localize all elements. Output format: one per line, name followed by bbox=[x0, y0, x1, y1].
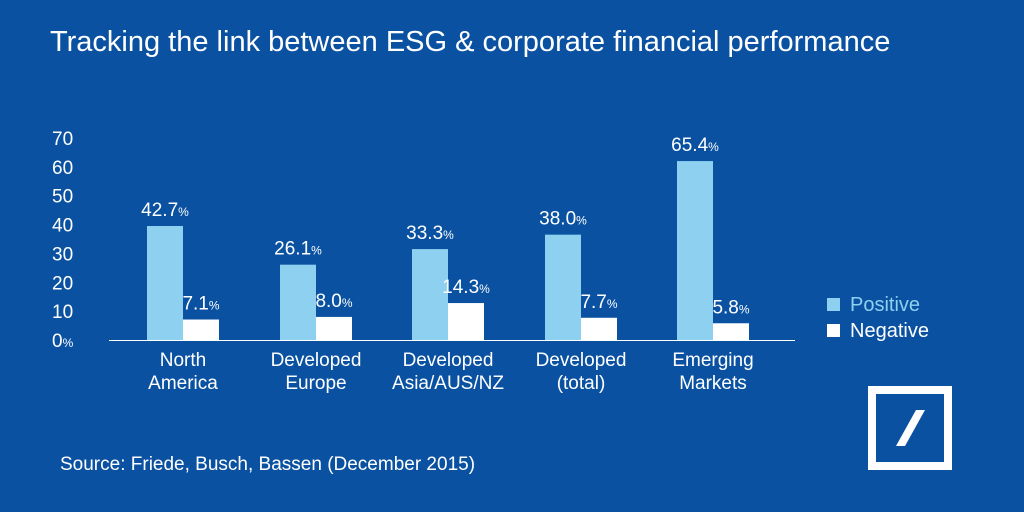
category-label: Markets bbox=[679, 373, 747, 394]
y-tick-label: 60 bbox=[52, 158, 73, 179]
data-label: 38.0% bbox=[539, 209, 587, 230]
legend-label-positive: Positive bbox=[850, 294, 920, 316]
legend-swatch-positive bbox=[827, 298, 840, 311]
data-label: 42.7% bbox=[141, 200, 189, 221]
bar-negative bbox=[713, 323, 749, 340]
data-label: 7.7% bbox=[580, 292, 617, 313]
bar-negative bbox=[448, 303, 484, 340]
category-label: America bbox=[148, 373, 218, 394]
bar-positive bbox=[412, 249, 448, 340]
category-label: North bbox=[160, 350, 206, 371]
category-label: Developed bbox=[536, 350, 627, 371]
category-label: Developed bbox=[403, 350, 494, 371]
y-tick-label: 20 bbox=[52, 273, 73, 294]
bar-positive bbox=[280, 264, 316, 340]
y-tick-label: 0% bbox=[52, 331, 74, 352]
data-label: 26.1% bbox=[274, 239, 322, 260]
bar-negative bbox=[316, 316, 352, 340]
source-note: Source: Friede, Busch, Bassen (December … bbox=[60, 454, 476, 475]
y-tick-label: 40 bbox=[52, 216, 73, 237]
y-tick-label: 70 bbox=[52, 129, 73, 150]
category-label: Asia/AUS/NZ bbox=[392, 373, 504, 394]
bar-positive bbox=[147, 226, 183, 340]
legend-swatch-negative bbox=[827, 324, 840, 337]
data-label: 33.3% bbox=[406, 223, 454, 244]
category-label: Emerging bbox=[672, 350, 753, 371]
legend-label-negative: Negative bbox=[850, 320, 929, 342]
y-tick-label: 50 bbox=[52, 187, 73, 208]
data-label: 8.0% bbox=[315, 291, 352, 312]
data-label: 7.1% bbox=[182, 294, 219, 315]
data-label: 5.8% bbox=[712, 297, 749, 318]
bar-positive bbox=[677, 161, 713, 340]
bar-negative bbox=[183, 319, 219, 340]
bar-negative bbox=[581, 317, 617, 340]
data-label: 65.4% bbox=[671, 135, 719, 156]
y-tick-label: 30 bbox=[52, 244, 73, 265]
category-label: Developed bbox=[271, 350, 362, 371]
y-tick-label: 10 bbox=[52, 302, 73, 323]
chart-title: Tracking the link between ESG & corporat… bbox=[50, 26, 891, 58]
category-label: (total) bbox=[557, 373, 606, 394]
bar-positive bbox=[545, 234, 581, 340]
category-label: Europe bbox=[285, 373, 346, 394]
deutsche-bank-logo-icon bbox=[868, 386, 952, 470]
data-label: 14.3% bbox=[442, 277, 490, 298]
